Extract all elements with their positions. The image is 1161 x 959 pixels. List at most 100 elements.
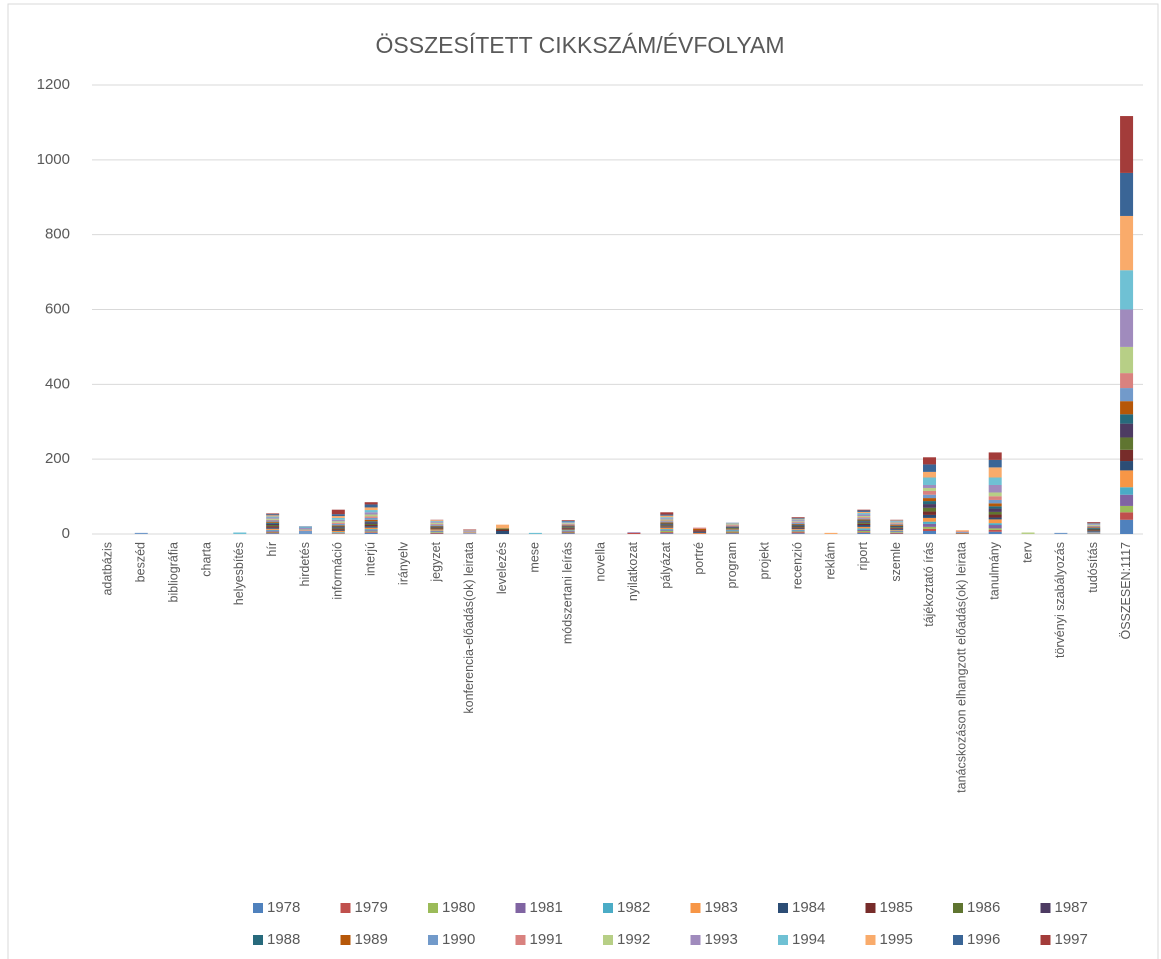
bar-segment: [266, 513, 280, 515]
x-tick-label: tanulmány: [988, 541, 1002, 599]
bar-segment: [266, 514, 280, 516]
bar-segment: [1087, 525, 1101, 526]
bar-segment: [266, 530, 280, 532]
bar-segment: [298, 528, 312, 530]
bar-segment: [1120, 449, 1134, 462]
bar-segment: [791, 518, 805, 520]
bar-segment: [857, 522, 871, 524]
bar-segment: [890, 524, 904, 526]
bar-segment: [890, 528, 904, 529]
legend-label: 1995: [880, 931, 913, 948]
bar-segment: [857, 528, 871, 530]
bar-segment: [890, 532, 904, 534]
bar-segment: [1120, 414, 1134, 424]
legend-label: 1979: [355, 899, 388, 916]
bar-segment: [923, 487, 937, 491]
bar-segment: [266, 527, 280, 529]
bar-segment: [660, 522, 674, 524]
legend-swatch: [778, 903, 788, 913]
bar-segment: [923, 517, 937, 522]
bar-segment: [890, 528, 904, 530]
bar-segment: [561, 523, 575, 525]
bar-segment: [890, 531, 904, 533]
bar-segment: [923, 501, 937, 505]
legend-label: 1992: [617, 931, 650, 948]
bar-segment: [660, 519, 674, 521]
bar-segment: [988, 529, 1002, 532]
y-tick-label: 800: [45, 226, 70, 243]
bar-segment: [725, 531, 739, 533]
bar-segment: [923, 457, 937, 465]
bar-segment: [857, 510, 871, 512]
bar-segment: [725, 533, 739, 534]
bar-segment: [331, 532, 345, 533]
bar-segment: [266, 522, 280, 524]
bar-segment: [430, 521, 444, 523]
bar-segment: [988, 477, 1002, 485]
bar-segment: [561, 530, 575, 532]
bar-segment: [561, 524, 575, 526]
legend-label: 1984: [792, 899, 825, 916]
bar-segment: [364, 507, 378, 511]
legend-swatch: [953, 935, 963, 945]
bar-segment: [627, 532, 641, 533]
bar-segment: [266, 520, 280, 522]
bar-segment: [561, 522, 575, 524]
bar-segment: [266, 529, 280, 531]
bar-segment: [331, 526, 345, 528]
bar-segment: [298, 529, 312, 531]
bar-segment: [955, 532, 969, 534]
bar-segment: [725, 532, 739, 534]
bar-segment: [561, 532, 575, 534]
bar-segment: [364, 527, 378, 530]
bar-segment: [857, 521, 871, 523]
bar-segment: [660, 518, 674, 520]
bar-segment: [430, 520, 444, 522]
bar-segment: [857, 518, 871, 520]
bar-segment: [266, 525, 280, 527]
x-tick-label: charta: [199, 542, 213, 577]
bar-segment: [923, 464, 937, 472]
legend-swatch: [1040, 935, 1051, 945]
bar-segment: [857, 514, 871, 517]
x-tick-label: mese: [528, 542, 542, 573]
bar-segment: [725, 524, 739, 526]
bar-segment: [331, 514, 345, 517]
x-tick-label: tanácskozáson elhangzott előadás(ok) lei…: [955, 542, 969, 793]
bar-segment: [693, 531, 707, 533]
bar-segment: [890, 527, 904, 529]
bar-segment: [857, 516, 871, 518]
bar-segment: [364, 523, 378, 526]
legend-label: 1980: [442, 899, 475, 916]
bar-segment: [364, 516, 378, 518]
bar-segment: [430, 526, 444, 528]
bar-segment: [331, 523, 345, 526]
bar-segment: [430, 531, 444, 533]
bar-segment: [1120, 487, 1134, 495]
legend-label: 1988: [267, 931, 300, 948]
bar-segment: [791, 526, 805, 528]
x-tick-label: novella: [593, 542, 607, 582]
bar-segment: [988, 511, 1002, 515]
bar-segment: [266, 526, 280, 528]
bar-segment: [364, 519, 378, 522]
legend-swatch: [340, 903, 351, 913]
x-tick-label: helyesbítés: [232, 542, 246, 605]
bar-segment: [857, 532, 871, 533]
bar-segment: [660, 526, 674, 527]
bar-segment: [1120, 494, 1134, 506]
bar-segment: [430, 520, 444, 521]
bar-segment: [923, 504, 937, 508]
bar-segment: [1087, 530, 1101, 532]
bar-segment: [791, 523, 805, 525]
bar-segment: [791, 529, 805, 530]
bar-segment: [1021, 532, 1035, 534]
bar-segment: [660, 512, 674, 515]
x-tick-label: projekt: [758, 541, 772, 579]
bar-segment: [923, 511, 937, 515]
y-tick-label: 600: [45, 300, 70, 317]
bar-segment: [1054, 532, 1068, 534]
x-tick-label: riport: [856, 541, 870, 570]
bar-segment: [1087, 522, 1101, 524]
bar-segment: [988, 508, 1002, 512]
